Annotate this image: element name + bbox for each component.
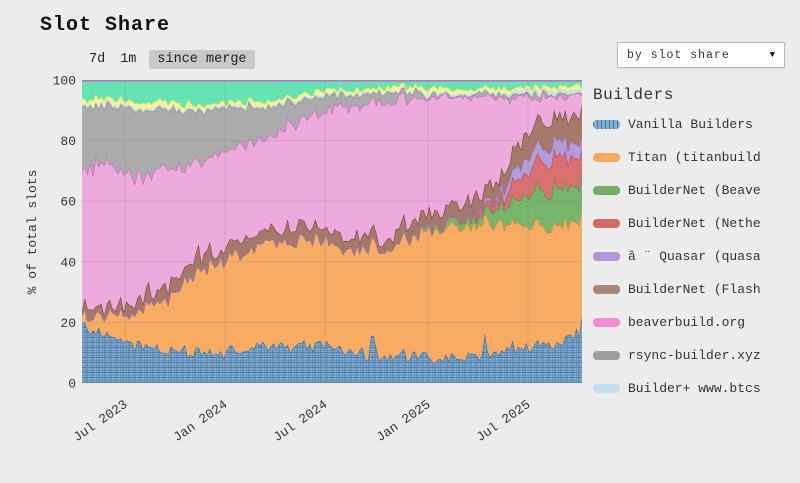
legend-item[interactable]: BuilderNet (Beave [593,183,798,198]
range-button-1m[interactable]: 1m [120,52,137,67]
x-axis-tick-label: Jan 2025 [374,397,434,445]
area-series [82,104,582,321]
legend-item[interactable]: BuilderNet (Nethe [593,216,798,231]
y-axis-title: % of total slots [25,170,40,295]
area-series [82,82,582,114]
area-series [82,204,582,363]
legend-item-label: Vanilla Builders [628,117,753,132]
y-axis-tick-label: 40 [60,255,76,270]
legend-swatch-icon [593,351,620,360]
legend-item-label: beaverbuild.org [628,315,746,330]
legend-item[interactable]: Vanilla Builders [593,117,798,132]
legend-item[interactable]: Builder+ www.btcs [593,381,798,396]
legend-swatch-icon [593,120,620,129]
legend-item-label: BuilderNet (Nethe [628,216,761,231]
legend-swatch-icon [593,285,620,294]
slot-share-chart: 0 20 40 60 80 100 Jul 2023 Jan 2024 Jul 2024 Jan … [25,74,582,445]
chevron-down-icon: ▼ [769,50,775,60]
legend-swatch-icon [593,384,620,393]
legend-item-label: BuilderNet (Flash [628,282,761,297]
range-controls: 7d 1m since merge [87,50,255,69]
builders-legend: Builders Vanilla Builders Titan (titanbui… [593,86,798,414]
x-axis-tick-label: Jul 2025 [474,397,534,445]
y-axis-tick-label: 80 [60,134,76,149]
legend-item-label: rsync-builder.xyz [628,348,761,363]
legend-item[interactable]: beaverbuild.org [593,315,798,330]
legend-swatch-icon [593,153,620,162]
sort-dropdown-value: by slot share [627,48,730,62]
area-series [82,315,582,383]
legend-item-label: Builder+ www.btcs [628,381,761,396]
legend-swatch-icon [593,186,620,195]
legend-item-label: BuilderNet (Beave [628,183,761,198]
legend-swatch-icon [593,219,620,228]
area-series [82,80,582,108]
page-title: Slot Share [40,14,171,37]
y-axis-tick-label: 0 [68,377,76,392]
area-series [82,87,582,184]
range-button-since-merge[interactable]: since merge [149,50,255,69]
x-axis-tick-label: Jan 2024 [171,397,231,445]
range-button-7d[interactable]: 7d [89,52,106,67]
legend-item-label: â ¨ Quasar (quasa [628,249,761,264]
legend-swatch-icon [593,252,620,261]
sort-dropdown[interactable]: by slot share ▼ [617,42,785,68]
area-series [82,90,582,316]
legend-item[interactable]: BuilderNet (Flash [593,282,798,297]
legend-item[interactable]: â ¨ Quasar (quasa [593,249,798,264]
y-axis-tick-label: 60 [60,195,76,210]
legend-title: Builders [593,86,674,104]
y-axis-tick-label: 20 [60,316,76,331]
x-axis-tick-label: Jul 2023 [71,397,131,445]
x-axis-tick-label: Jul 2024 [271,397,331,445]
y-axis-tick-label: 100 [53,74,76,89]
legend-item[interactable]: Titan (titanbuild [593,150,798,165]
legend-swatch-icon [593,318,620,327]
legend-item-label: Titan (titanbuild [628,150,761,165]
legend-item[interactable]: rsync-builder.xyz [593,348,798,363]
